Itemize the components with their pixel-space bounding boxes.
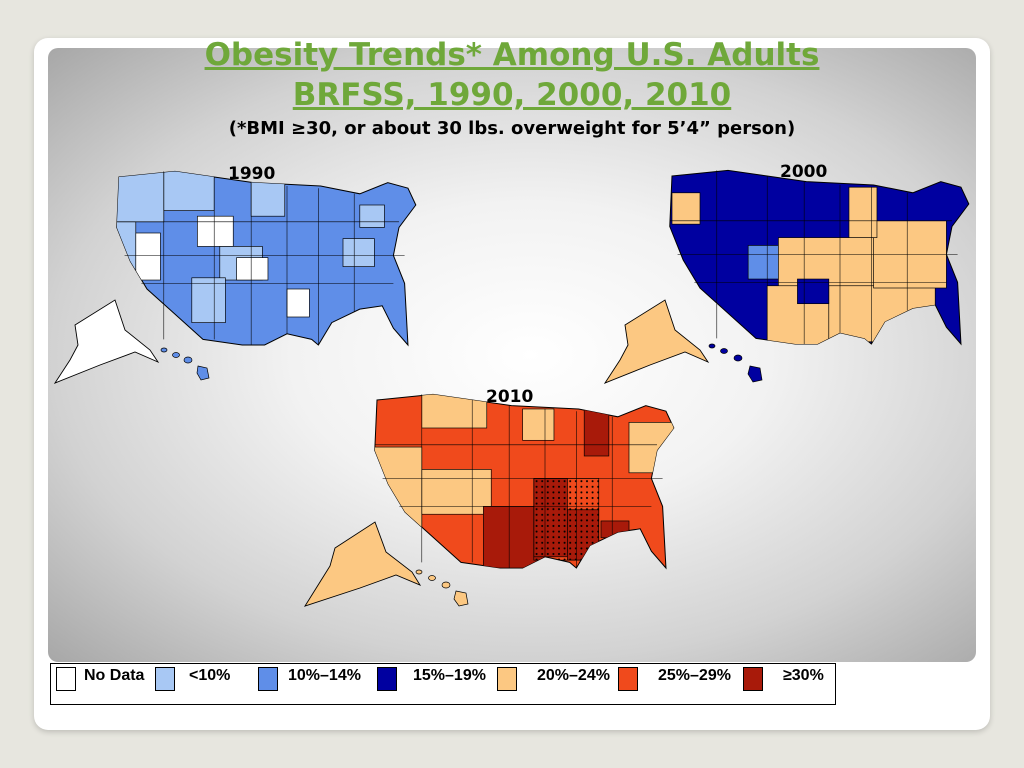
legend-swatch-15-19 [377, 667, 397, 691]
legend-label-20-24: 20%–24% [537, 667, 610, 684]
title-line-2: BRFSS, 1990, 2000, 2010 [292, 77, 732, 113]
legend-swatch-lt10 [155, 667, 175, 691]
alaska-2010 [303, 521, 422, 607]
year-label-2000: 2000 [780, 162, 828, 182]
alaska-1990 [53, 299, 160, 384]
legend-swatch-10-14 [258, 667, 278, 691]
legend: No Data <10% 10%–14% 15%–19% 20%–24% 25%… [50, 663, 836, 705]
legend-swatch-20-24 [497, 667, 517, 691]
legend-label-15-19: 15%–19% [413, 667, 486, 684]
legend-label-no-data: No Data [84, 667, 145, 684]
title-line-1: Obesity Trends* Among U.S. Adults [204, 37, 820, 73]
hawaii-1990 [160, 347, 210, 381]
legend-label-25-29: 25%–29% [658, 667, 731, 684]
map-1990 [116, 170, 417, 347]
alaska-2000 [603, 299, 710, 384]
legend-swatch-no-data [56, 667, 76, 691]
legend-label-ge30: ≥30% [783, 667, 824, 684]
legend-label-lt10: <10% [189, 667, 231, 684]
legend-swatch-25-29 [618, 667, 638, 691]
year-label-2010: 2010 [486, 387, 534, 407]
map-2010 [374, 393, 675, 570]
hawaii-2000 [708, 343, 763, 383]
hawaii-2010 [415, 569, 469, 607]
legend-label-10-14: 10%–14% [288, 667, 361, 684]
subtitle: (*BMI ≥30, or about 30 lbs. overweight f… [228, 118, 796, 139]
year-label-1990: 1990 [228, 164, 276, 184]
legend-swatch-ge30 [743, 667, 763, 691]
map-2000 [669, 169, 970, 346]
